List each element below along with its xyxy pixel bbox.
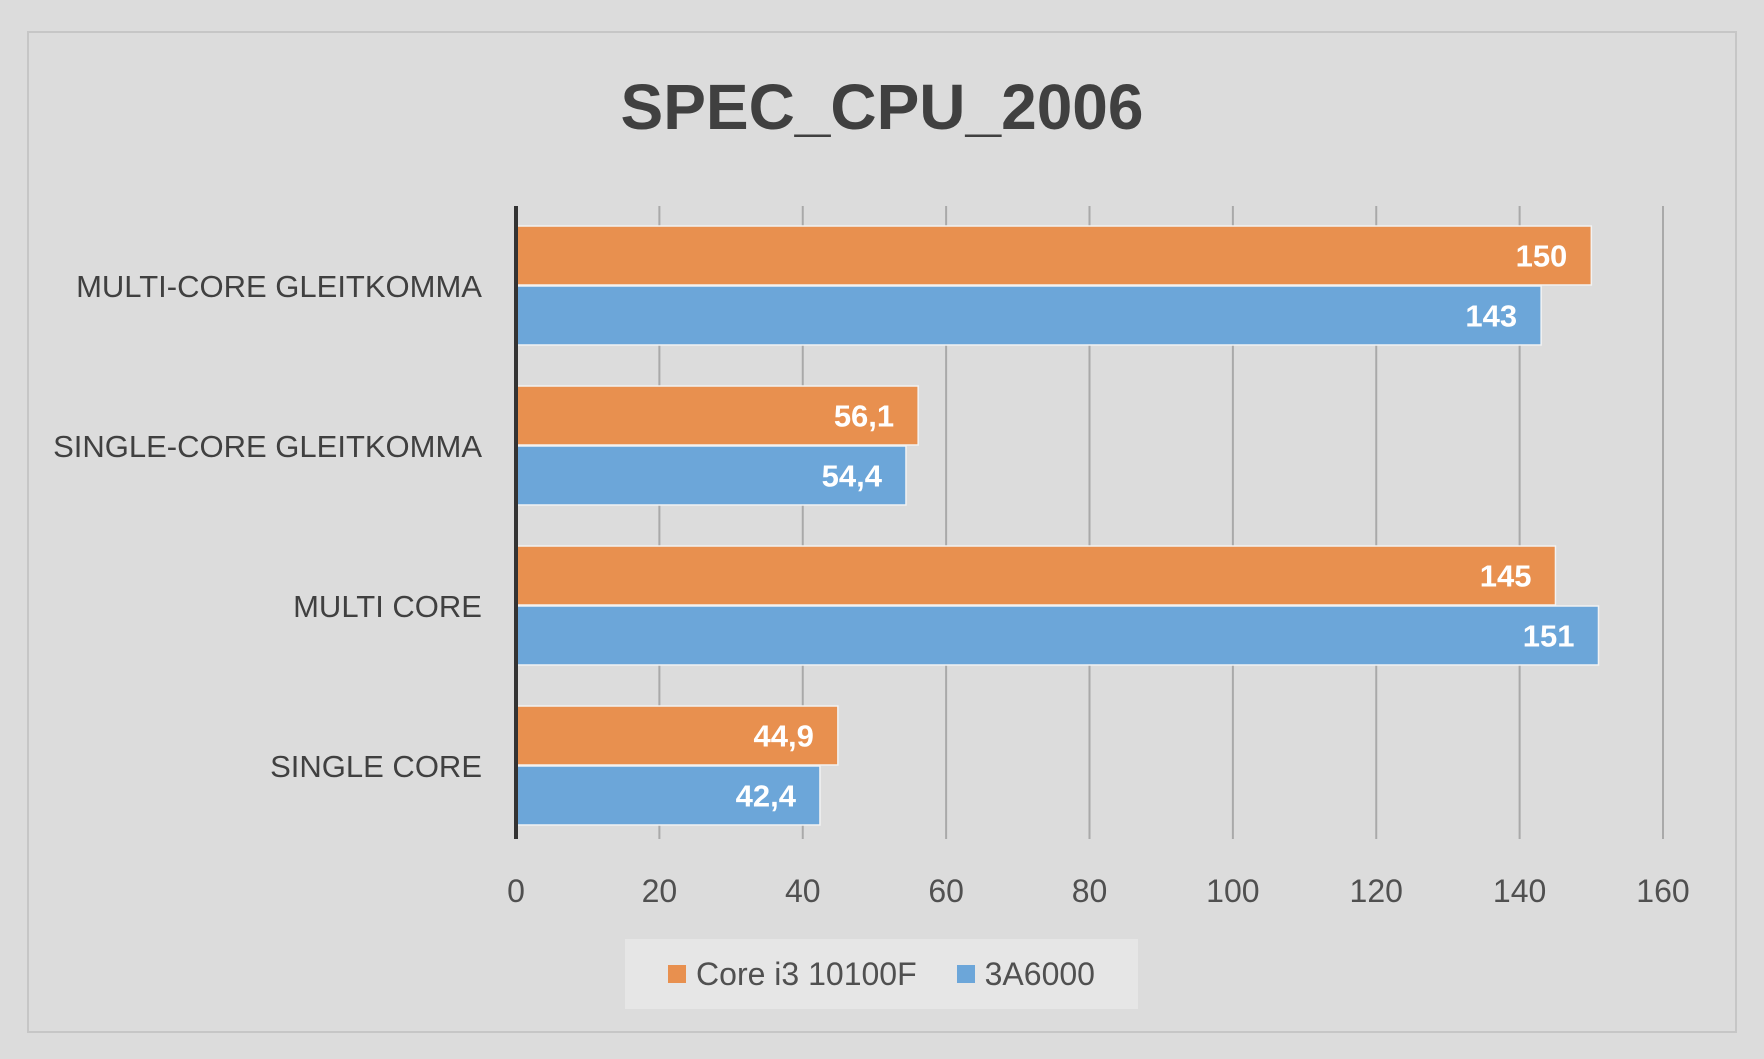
- bar: [515, 545, 1557, 606]
- data-label: 143: [1465, 299, 1517, 334]
- x-tick-label: 80: [1072, 873, 1108, 909]
- bar: [515, 385, 919, 446]
- x-tick-label: 20: [642, 873, 678, 909]
- legend: Core i3 10100F 3A6000: [625, 939, 1138, 1009]
- legend-item-core-i3: Core i3 10100F: [668, 956, 917, 993]
- x-tick-label: 140: [1493, 873, 1546, 909]
- category-label: SINGLE CORE: [270, 749, 482, 784]
- data-label: 44,9: [754, 719, 814, 754]
- category-label: MULTI-CORE GLEITKOMMA: [76, 269, 482, 304]
- data-label: 151: [1523, 619, 1575, 654]
- x-tick-label: 120: [1350, 873, 1403, 909]
- data-label: 56,1: [834, 399, 894, 434]
- data-label: 150: [1516, 239, 1568, 274]
- x-tick-label: 100: [1206, 873, 1259, 909]
- data-label: 42,4: [736, 779, 797, 814]
- bar: [515, 705, 839, 766]
- x-tick-label: 40: [785, 873, 821, 909]
- bar: [515, 445, 907, 506]
- data-label: 145: [1480, 559, 1532, 594]
- bar: [515, 285, 1542, 346]
- legend-swatch-core-i3: [668, 965, 687, 983]
- bar: [515, 225, 1593, 286]
- chart-frame: [27, 31, 1737, 1033]
- category-label: SINGLE-CORE GLEITKOMMA: [53, 429, 482, 464]
- bar: [515, 605, 1600, 666]
- legend-label-3a6000: 3A6000: [984, 955, 1095, 992]
- x-tick-label: 160: [1636, 873, 1689, 909]
- x-tick-label: 60: [928, 873, 964, 909]
- bar: [515, 765, 821, 826]
- legend-swatch-3a6000: [956, 965, 975, 983]
- x-tick-label: 0: [507, 873, 525, 909]
- legend-item-3a6000: 3A6000: [956, 955, 1095, 993]
- data-label: 54,4: [822, 459, 883, 494]
- category-label: MULTI CORE: [293, 589, 482, 624]
- chart-title: SPEC_CPU_2006: [620, 71, 1144, 143]
- legend-label-core-i3: Core i3 10100F: [696, 955, 917, 992]
